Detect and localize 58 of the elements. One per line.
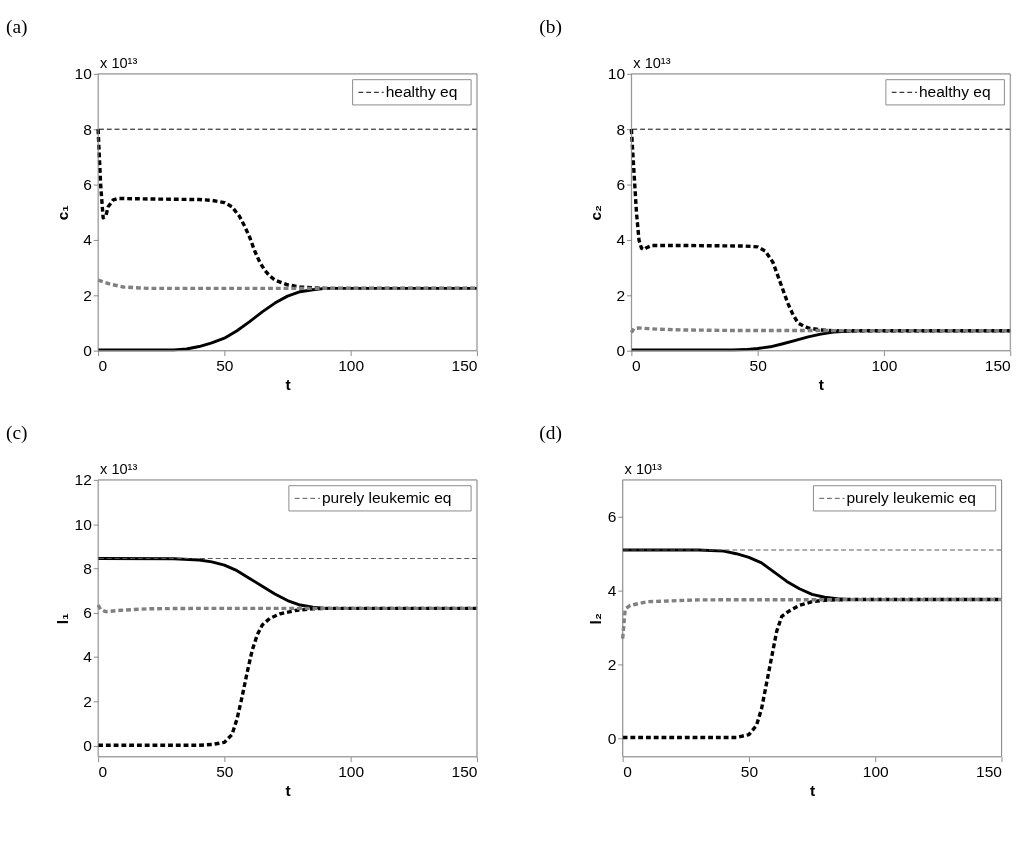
x-tick-label: 150 — [976, 762, 1003, 780]
x-tick-label: 100 — [871, 356, 898, 374]
y-tick-label: 12 — [74, 471, 92, 489]
x-axis-title: t — [809, 782, 816, 800]
x-tick-label: 100 — [338, 762, 365, 780]
y-tick-label: 4 — [83, 648, 93, 666]
y-axis-title: l₂ — [586, 613, 604, 625]
y-tick-label: 0 — [83, 736, 93, 754]
chart-title: (c) — [6, 422, 28, 445]
y-axis-title: l₁ — [53, 613, 71, 625]
chart-title: (a) — [6, 16, 28, 39]
y-axis-title: c₂ — [586, 204, 604, 221]
x-tick-label: 100 — [338, 356, 365, 374]
legend-label: healthy eq — [385, 83, 458, 101]
x-tick-label: 100 — [862, 762, 890, 780]
x-tick-label: 50 — [216, 762, 234, 780]
text: x 10¹³ — [100, 461, 138, 478]
y-tick-label: 2 — [607, 655, 617, 673]
x-tick-label: 50 — [216, 356, 234, 374]
y-tick-label: 10 — [74, 515, 93, 533]
text: x 10¹³ — [100, 55, 138, 72]
y-tick-label: 4 — [616, 231, 626, 249]
chart-title: (d) — [539, 422, 562, 445]
x-tick-label: 150 — [451, 356, 478, 374]
x-axis-title: t — [285, 782, 291, 800]
chart-title: (b) — [539, 16, 562, 39]
y-tick-label: 8 — [616, 120, 626, 138]
y-tick-label: 2 — [83, 286, 92, 304]
x-tick-label: 50 — [749, 356, 768, 374]
x-tick-label: 150 — [984, 356, 1012, 374]
y-tick-label: 0 — [607, 729, 617, 747]
x-tick-label: 150 — [451, 762, 478, 780]
x-axis-title: t — [818, 376, 824, 394]
y-tick-label: 2 — [83, 692, 92, 710]
x-tick-label: 0 — [98, 356, 108, 374]
x-tick-label: 50 — [740, 762, 759, 780]
y-axis-title: c₁ — [53, 205, 71, 221]
y-tick-label: 6 — [83, 175, 92, 193]
y-tick-label: 0 — [83, 342, 93, 360]
y-tick-label: 6 — [616, 175, 626, 193]
y-tick-label: 2 — [616, 286, 626, 304]
y-tick-label: 4 — [83, 231, 93, 249]
x-tick-label: 0 — [631, 356, 641, 374]
text: x 10¹³ — [633, 55, 671, 72]
legend-label: purely leukemic eq — [321, 489, 452, 507]
y-tick-label: 4 — [607, 581, 617, 599]
y-tick-label: 10 — [607, 65, 626, 83]
y-tick-label: 8 — [83, 120, 92, 138]
legend-label: purely leukemic eq — [846, 489, 976, 507]
y-tick-label: 6 — [83, 604, 92, 622]
legend-label: healthy eq — [918, 83, 991, 101]
y-tick-label: 6 — [607, 508, 617, 526]
y-tick-label: 8 — [83, 559, 92, 577]
x-axis-title: t — [285, 376, 291, 394]
y-tick-label: 0 — [616, 342, 626, 360]
x-tick-label: 0 — [98, 762, 108, 780]
y-tick-label: 10 — [74, 65, 93, 83]
text: x 10¹³ — [624, 461, 662, 478]
